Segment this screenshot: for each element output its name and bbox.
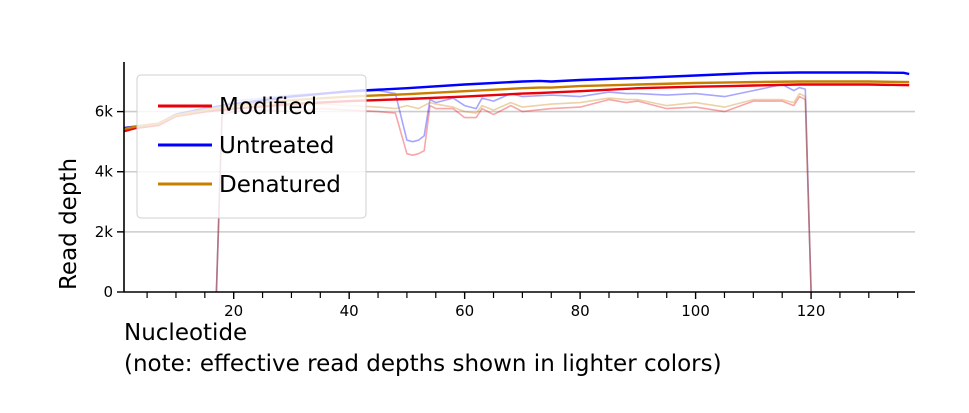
y-tick-label: 2k bbox=[95, 223, 114, 241]
y-tick-label: 0 bbox=[103, 283, 113, 301]
x-tick-label: 80 bbox=[571, 302, 590, 320]
y-axis-label: Read depth bbox=[56, 158, 82, 290]
legend-box bbox=[136, 74, 367, 219]
legend-label-untreated: Untreated bbox=[219, 133, 334, 159]
x-tick-label: 60 bbox=[455, 302, 474, 320]
legend-label-denatured: Denatured bbox=[219, 172, 341, 198]
x-tick-label: 40 bbox=[340, 302, 359, 320]
x-tick-label: 100 bbox=[681, 302, 710, 320]
y-tick-label: 4k bbox=[95, 163, 114, 181]
x-axis-note: (note: effective read depths shown in li… bbox=[124, 351, 722, 377]
legend-label-modified: Modified bbox=[219, 94, 317, 120]
x-tick-label: 20 bbox=[224, 302, 243, 320]
x-axis-label: Nucleotide bbox=[124, 320, 247, 346]
x-tick-label: 120 bbox=[797, 302, 826, 320]
legend: Modified Untreated Denatured bbox=[136, 74, 367, 219]
y-tick-label: 6k bbox=[95, 103, 114, 121]
axes: 20 40 60 80 100 120 0 2k 4k 6k bbox=[95, 62, 915, 320]
